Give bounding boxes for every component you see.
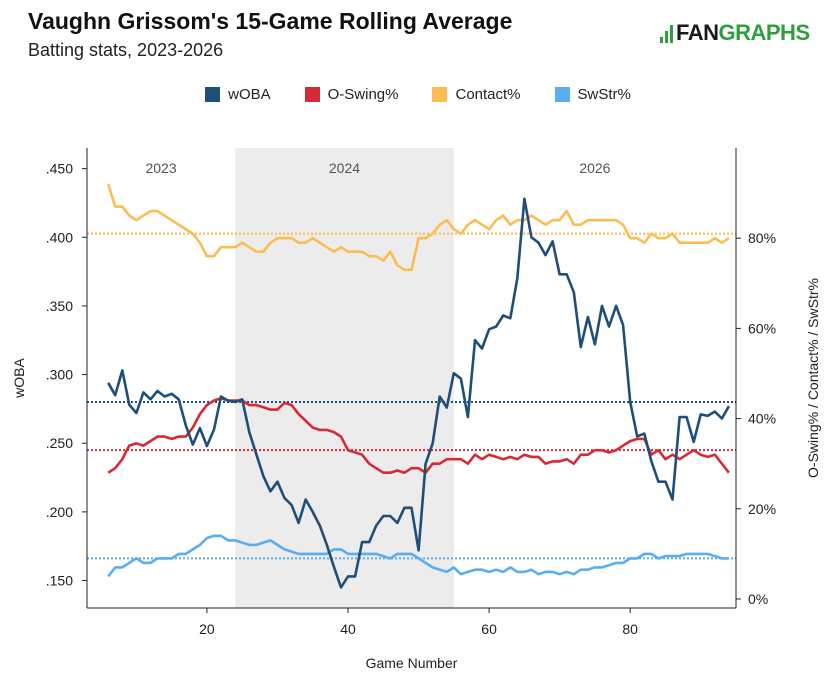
era-label-2023: 2023 — [145, 160, 176, 176]
x-tick-label: 20 — [199, 621, 215, 637]
y-left-tick-label: .450 — [46, 161, 73, 177]
y-left-tick-label: .250 — [46, 435, 73, 451]
legend-item-contact-: Contact% — [432, 86, 521, 103]
logo-text-fan: FAN — [676, 20, 719, 45]
era-shading — [235, 148, 454, 608]
logo-bars-icon — [660, 23, 673, 43]
y-left-tick-label: .350 — [46, 298, 73, 314]
x-tick-label: 60 — [481, 621, 497, 637]
chart-title: Vaughn Grissom's 15-Game Rolling Average — [28, 8, 513, 34]
legend-swatch — [205, 87, 221, 102]
y-left-tick-label: .300 — [46, 367, 73, 383]
logo-text-graphs: GRAPHS — [718, 20, 811, 45]
fangraphs-logo[interactable]: FAN GRAPHS — [660, 20, 810, 46]
axes — [82, 148, 741, 613]
y-left-tick-label: .150 — [46, 573, 73, 589]
series-line-swstr- — [107, 534, 729, 578]
era-label-2026: 2026 — [579, 160, 610, 176]
x-tick-label: 80 — [622, 621, 638, 637]
series-lines — [106, 183, 731, 589]
y-right-tick-label: 60% — [748, 320, 776, 336]
y-right-tick-label: 20% — [748, 501, 776, 517]
legend-item-swstr-: SwStr% — [554, 86, 631, 103]
legend-swatch — [432, 87, 448, 102]
legend-label: O-Swing% — [327, 86, 399, 103]
y-left-tick-label: .200 — [46, 504, 73, 520]
series-line-contact- — [106, 183, 730, 272]
legend-label: wOBA — [228, 86, 271, 103]
legend-label: SwStr% — [577, 86, 631, 103]
y-left-tick-label: .400 — [46, 229, 73, 245]
series-line-o-swing- — [107, 396, 730, 475]
x-tick-label: 40 — [340, 621, 356, 637]
y-axis-right-title: O-Swing% / Contact% / SwStr% — [805, 278, 821, 478]
legend-swatch — [554, 87, 570, 102]
series-line-woba — [107, 197, 731, 589]
y-right-tick-label: 0% — [748, 591, 768, 607]
legend-item-woba: wOBA — [205, 86, 271, 103]
era-label-2024: 2024 — [329, 160, 360, 176]
axis-labels: 2023 2024 2026 20 40 60 80 .150 .200 .250 .300 .350… — [11, 160, 821, 671]
chart-legend: wOBA O-Swing% Contact% SwStr% — [0, 86, 836, 103]
era-shade-2024 — [235, 148, 454, 608]
legend-item-o-swing-: O-Swing% — [304, 86, 399, 103]
legend-label: Contact% — [455, 86, 521, 103]
x-axis-title: Game Number — [366, 655, 458, 671]
y-right-tick-label: 80% — [748, 230, 776, 246]
y-axis-left-title: wOBA — [11, 358, 27, 399]
y-right-tick-label: 40% — [748, 411, 776, 427]
chart-subtitle: Batting stats, 2023-2026 — [28, 40, 224, 60]
legend-swatch — [304, 87, 320, 102]
